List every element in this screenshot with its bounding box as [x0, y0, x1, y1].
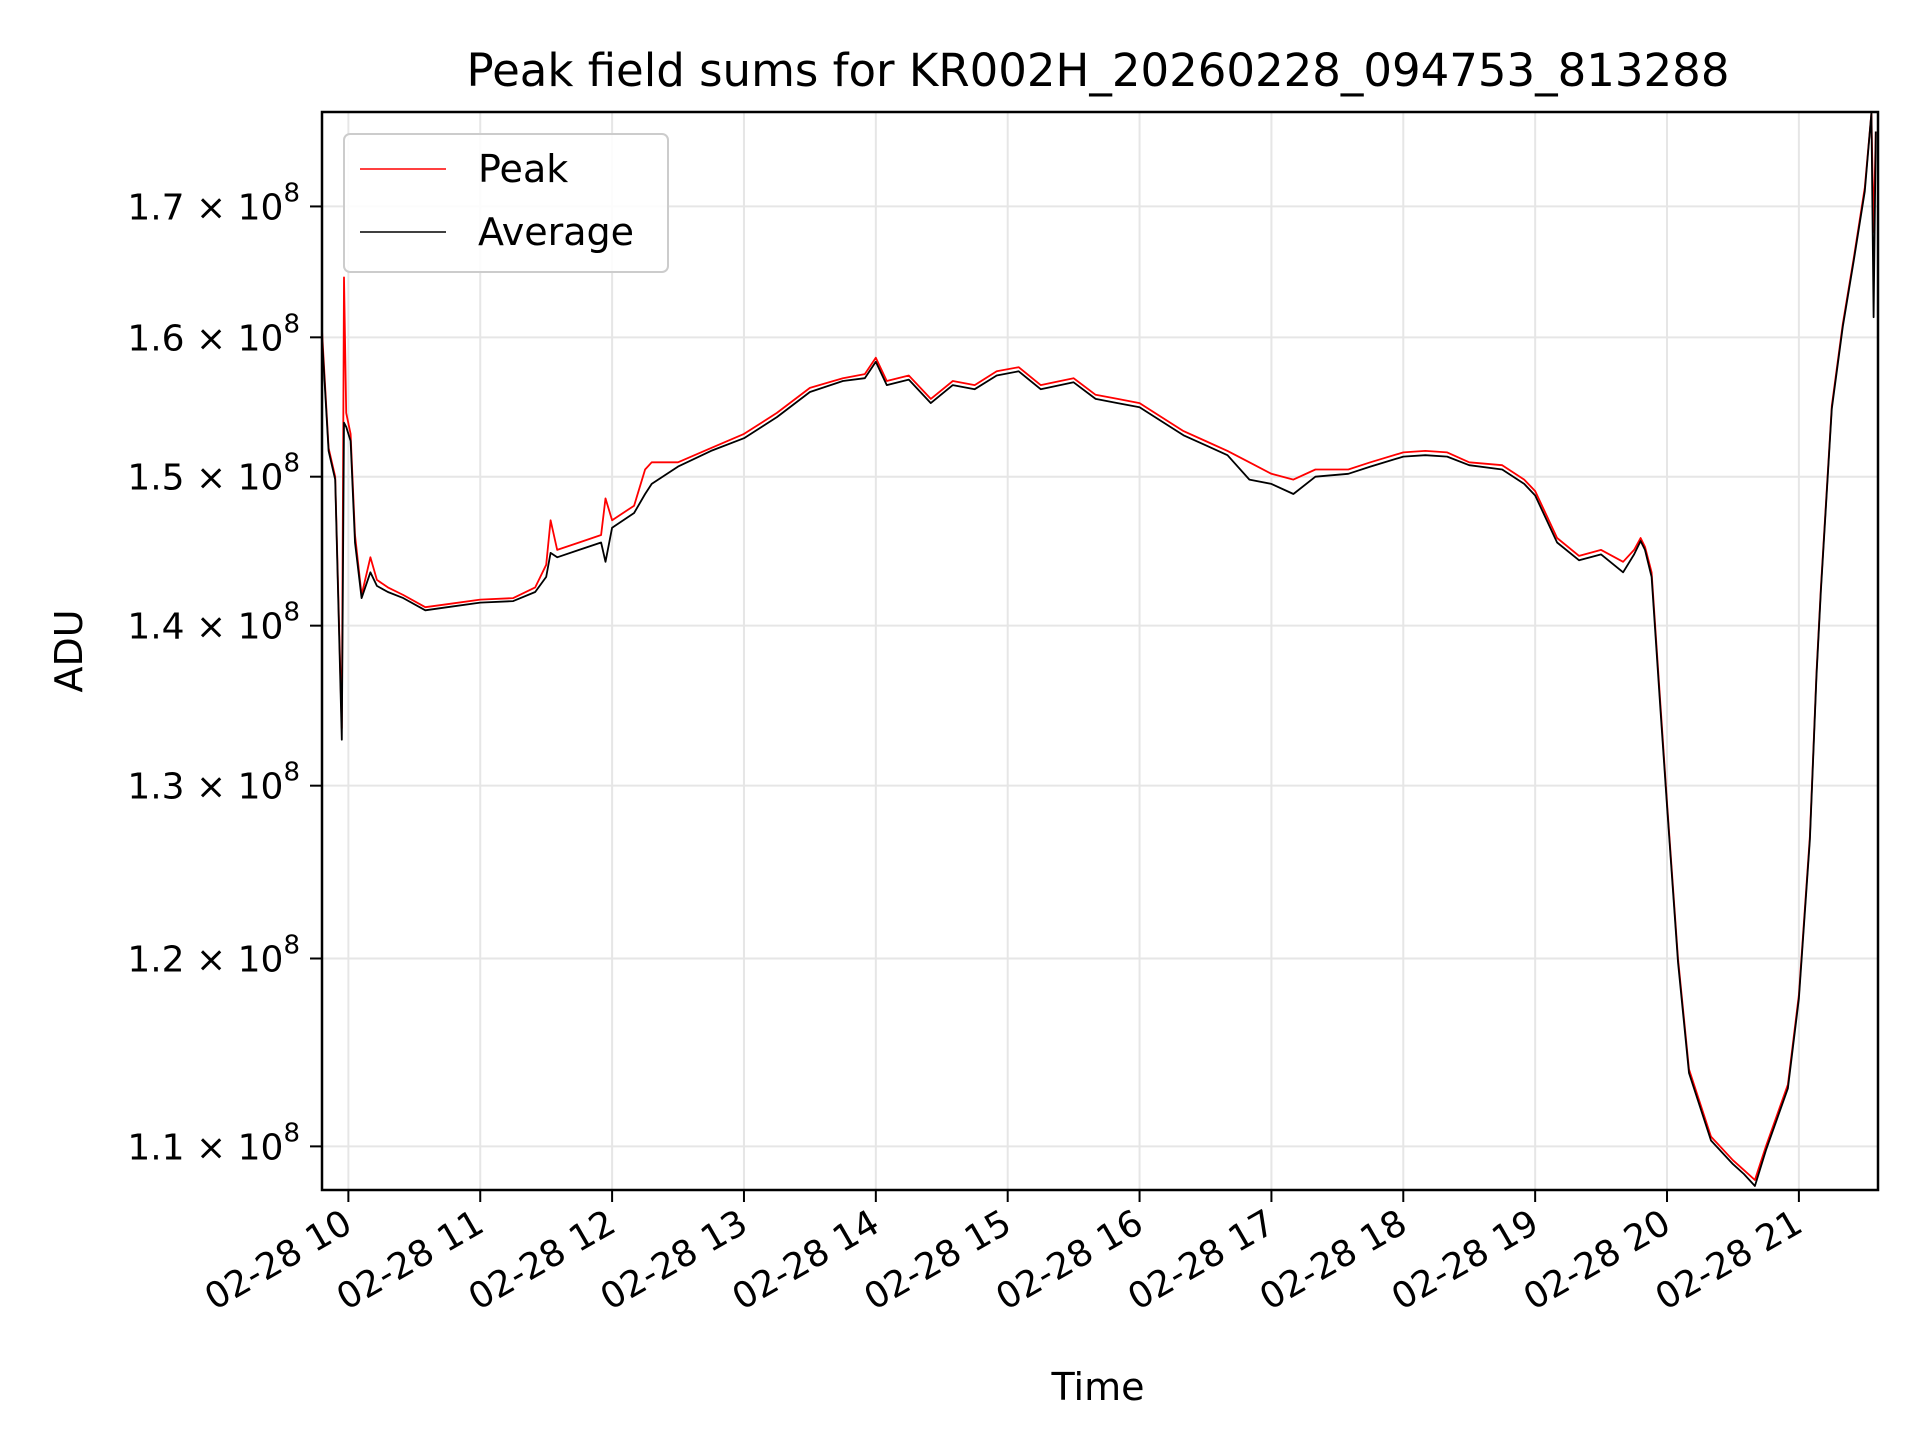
chart-title: Peak field sums for KR002H_20260228_0947… [467, 44, 1730, 97]
legend-label-peak: Peak [478, 147, 568, 191]
y-tick-label: 1.1 × 108 [127, 1118, 300, 1168]
y-tick-label: 1.4 × 108 [127, 598, 300, 648]
x-axis-label: Time [1051, 1365, 1145, 1409]
plot-area [322, 112, 1878, 1190]
y-tick-label: 1.5 × 108 [127, 449, 300, 499]
series-line-peak [321, 112, 1877, 1181]
y-tick-label: 1.6 × 108 [127, 309, 300, 359]
plot-frame [320, 110, 1880, 1192]
legend: Peak Average [343, 133, 669, 273]
y-tick-label: 1.7 × 108 [127, 178, 300, 228]
legend-label-average: Average [478, 210, 634, 254]
y-tick-label: 1.2 × 108 [127, 931, 300, 981]
y-axis-label: ADU [47, 609, 91, 692]
grid [322, 112, 1878, 1190]
y-tick-label: 1.3 × 108 [127, 758, 300, 808]
plot-series [321, 112, 1877, 1187]
series-line-average [321, 112, 1877, 1187]
y-axis-ticks: 1.1 × 108 1.2 × 108 1.3 × 108 1.4 × 108 1.5 … [127, 178, 322, 1168]
